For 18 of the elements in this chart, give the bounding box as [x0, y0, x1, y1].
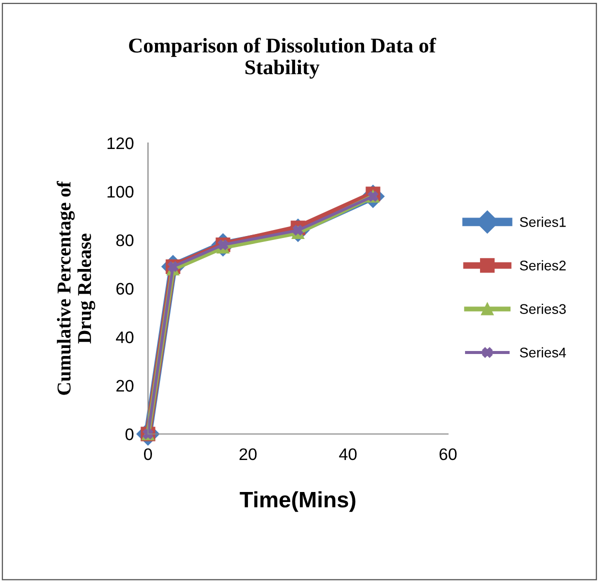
x-tick-label: 60 [440, 448, 457, 460]
y-tick-label: 120 [108, 137, 134, 150]
chart-title: Comparison of Dissolution Data of Stability [129, 38, 436, 79]
y-tick-label: 0 [125, 428, 134, 440]
y-tick-label: 100 [108, 186, 134, 198]
y-tick-label: 40 [116, 331, 134, 344]
legend-label: Series3 [520, 304, 566, 314]
x-tick-label: 20 [240, 448, 257, 460]
legend-label: Series2 [520, 260, 566, 270]
x-tick-label: 40 [339, 448, 357, 460]
x-axis-title: Time(Mins) [240, 491, 356, 512]
y-tick-label: 80 [116, 234, 134, 246]
y-tick-label: 60 [116, 282, 134, 295]
x-tick-label: 0 [144, 448, 152, 460]
y-axis-title: Cumulative Percentage of Drug Release [56, 181, 96, 395]
y-tick-label: 20 [116, 380, 134, 392]
legend-label: Series1 [520, 216, 566, 227]
legend-label: Series4 [520, 347, 566, 358]
